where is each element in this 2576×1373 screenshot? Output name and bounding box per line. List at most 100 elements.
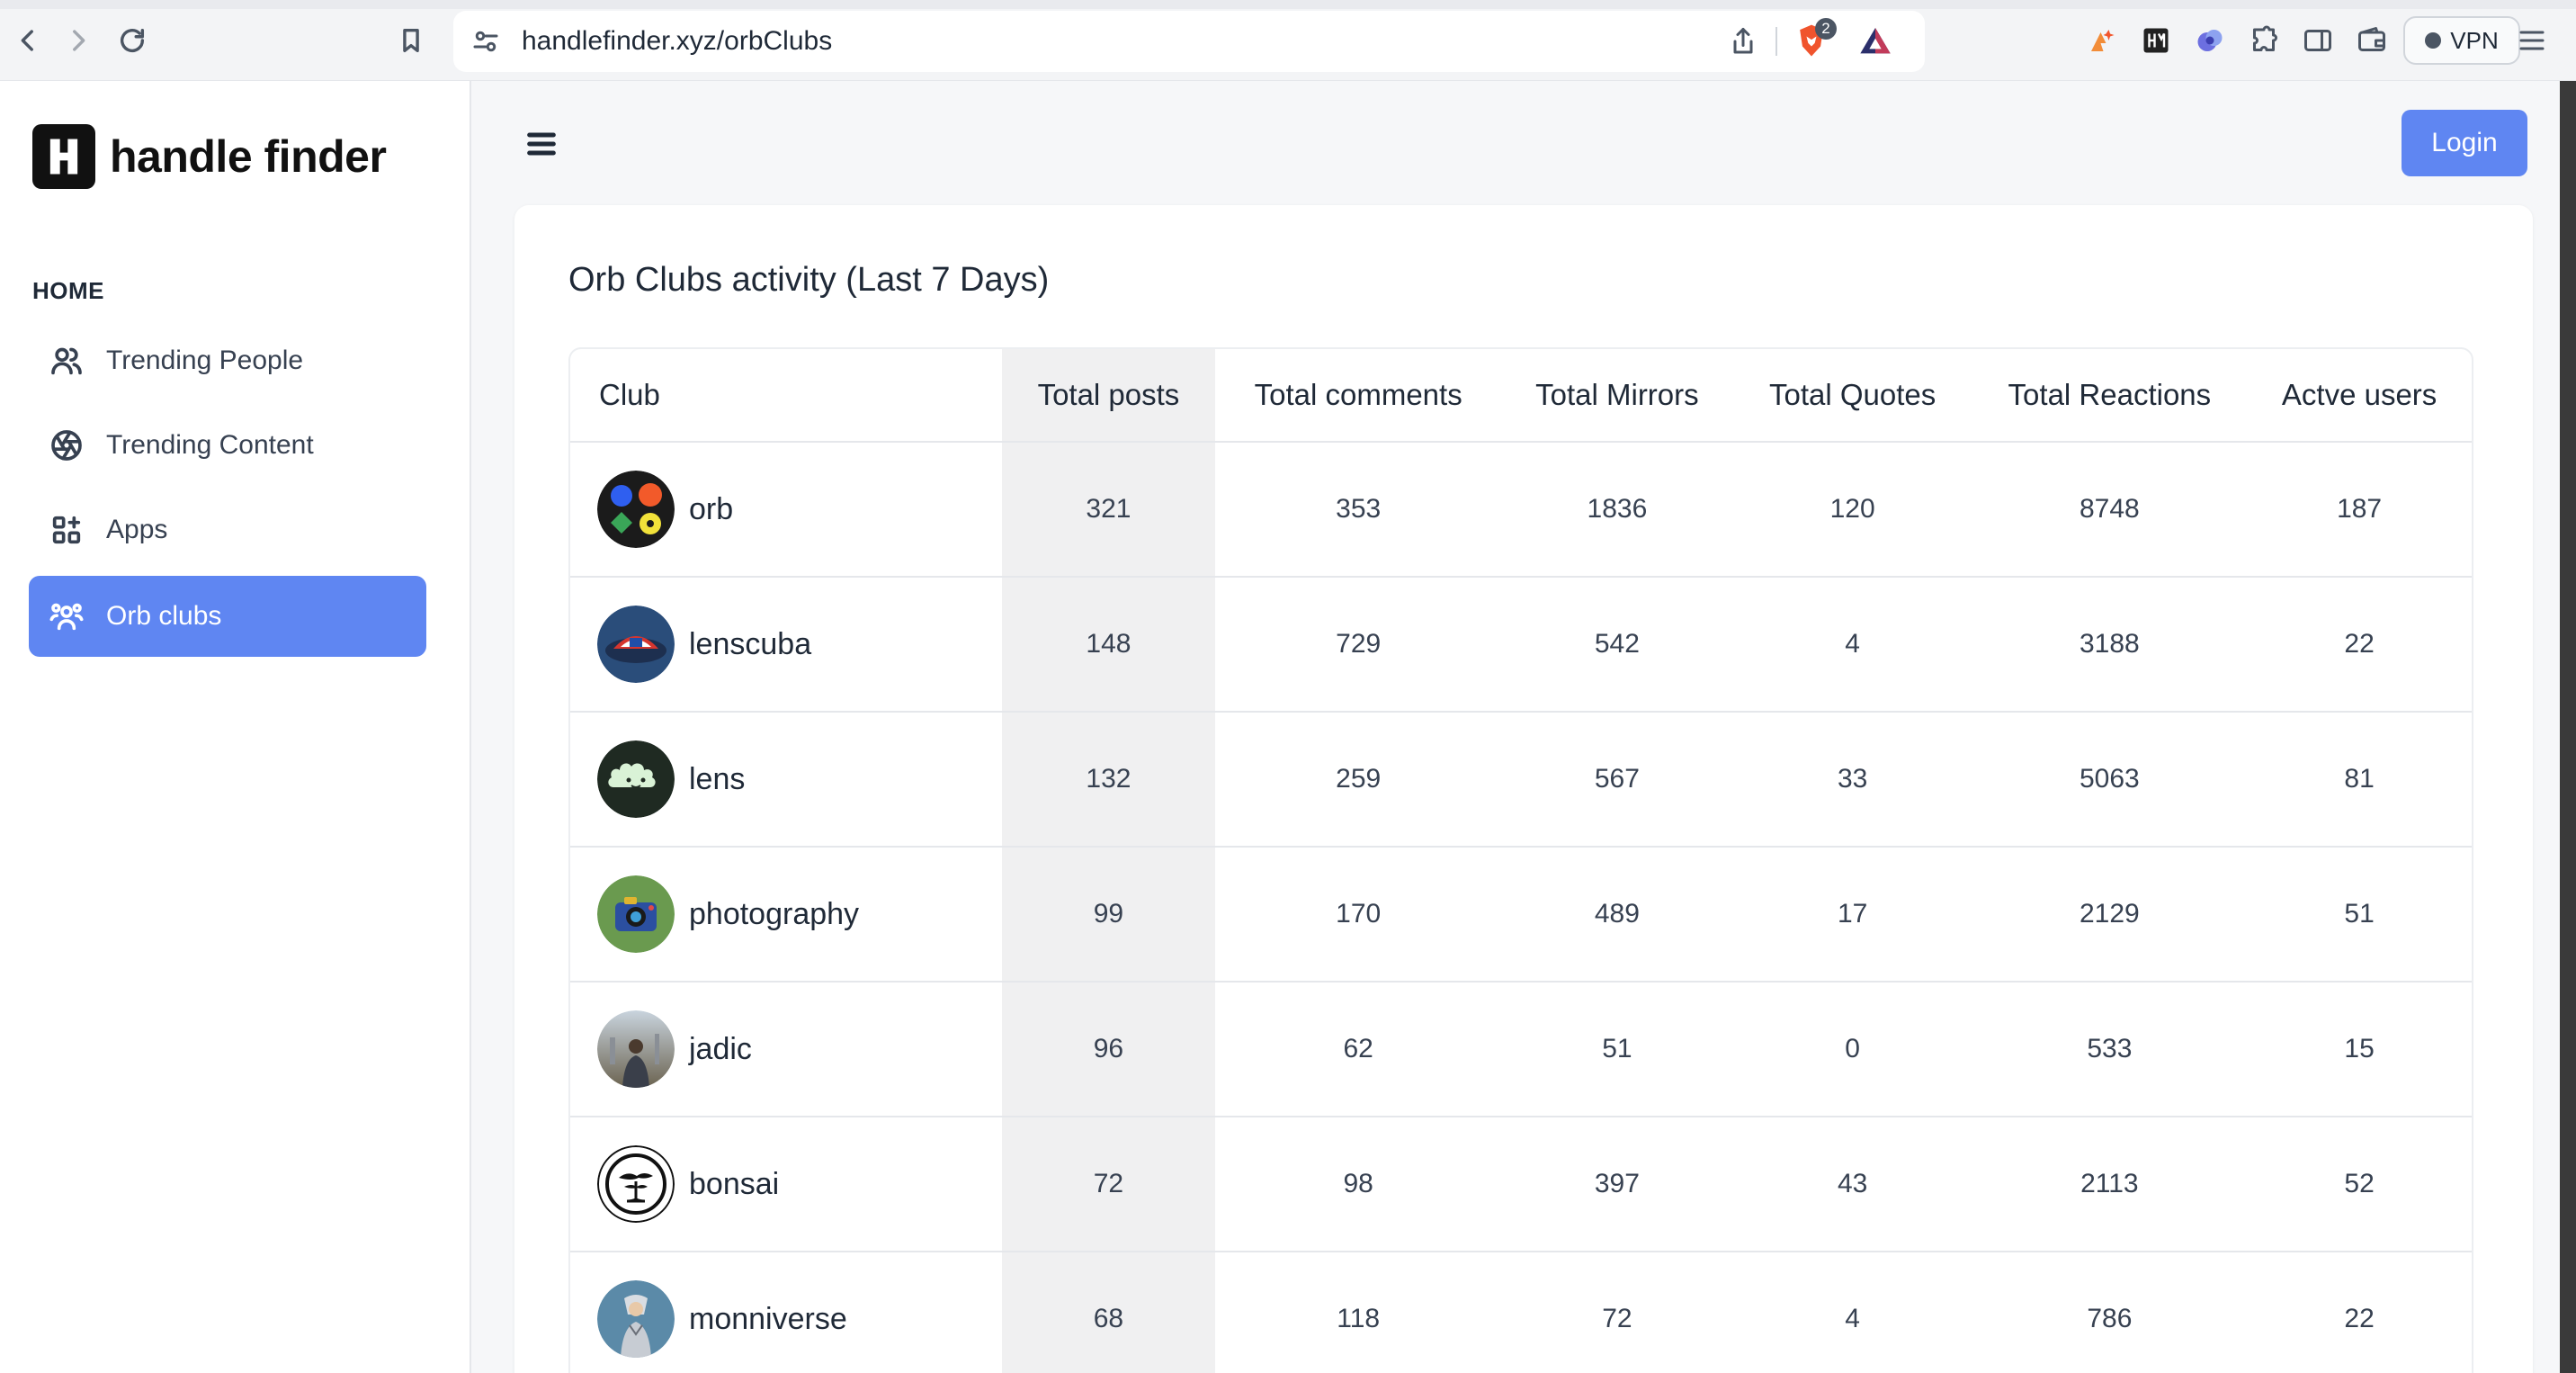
active-users-cell: 81 xyxy=(2344,764,2375,794)
extension-wallet-button[interactable] xyxy=(2083,22,2121,59)
club-cell[interactable]: lenscuba xyxy=(570,578,1002,711)
logo[interactable]: handle finder xyxy=(32,124,387,189)
table-row[interactable]: jadic 96 62 51 0 533 15 xyxy=(570,983,2472,1117)
total-mirrors-cell: 51 xyxy=(1602,1034,1632,1063)
column-header-total-mirrors[interactable]: Total Mirrors xyxy=(1535,378,1699,411)
site-settings-icon[interactable] xyxy=(470,25,502,58)
table-row[interactable]: lens 132 259 567 33 5063 81 xyxy=(570,713,2472,848)
puzzle-icon xyxy=(2253,25,2277,51)
club-name[interactable]: bonsai xyxy=(689,1166,780,1201)
club-cell[interactable]: jadic xyxy=(570,983,1002,1116)
club-cell[interactable]: monniverse xyxy=(570,1252,1002,1373)
hamburger-icon xyxy=(527,132,556,156)
club-cell[interactable]: photography xyxy=(570,848,1002,981)
column-header-total-posts[interactable]: Total posts xyxy=(1001,349,1216,441)
active-users-cell: 22 xyxy=(2344,1304,2375,1333)
club-avatar-monniverse xyxy=(597,1280,675,1358)
table-row[interactable]: bonsai 72 98 397 43 2113 52 xyxy=(570,1117,2472,1252)
club-avatar-lenscuba xyxy=(597,606,675,683)
back-button[interactable] xyxy=(7,20,49,61)
wallet-button[interactable] xyxy=(2353,22,2391,59)
login-button[interactable]: Login xyxy=(2402,110,2527,176)
vpn-status-icon xyxy=(2425,32,2442,49)
url-text[interactable]: handlefinder.xyz/orbClubs xyxy=(522,26,833,56)
column-header-total-comments[interactable]: Total comments xyxy=(1254,378,1462,411)
sidebar-item-apps[interactable]: Apps xyxy=(29,489,426,570)
table-row[interactable]: photography 99 170 489 17 2129 51 xyxy=(570,848,2472,983)
table-row[interactable]: orb 321 353 1836 120 8748 187 xyxy=(570,443,2472,578)
brave-rewards-icon[interactable] xyxy=(1856,23,1894,59)
column-header-active-users[interactable]: Actve users xyxy=(2281,378,2437,411)
sidebar-item-label: Trending Content xyxy=(106,430,314,460)
active-users-cell: 15 xyxy=(2344,1034,2375,1063)
total-quotes-cell: 43 xyxy=(1837,1169,1868,1198)
apps-grid-icon xyxy=(52,516,81,544)
menu-icon xyxy=(2519,31,2545,50)
vpn-label: VPN xyxy=(2450,26,2499,54)
nav-section-heading: HOME xyxy=(32,277,104,304)
menu-toggle-button[interactable] xyxy=(523,126,559,162)
club-cell[interactable]: lens xyxy=(570,713,1002,846)
club-name[interactable]: orb xyxy=(689,491,734,526)
total-comments-cell: 118 xyxy=(1337,1304,1381,1333)
main-content: Login Orb Clubs activity (Last 7 Days) C… xyxy=(471,81,2576,1373)
table-header: Club Total posts Total comments Total Mi… xyxy=(570,349,2472,443)
share-icon[interactable] xyxy=(1727,25,1759,58)
total-posts-cell: 148 xyxy=(1001,578,1216,711)
total-comments-cell: 62 xyxy=(1343,1034,1373,1063)
chevron-right-icon xyxy=(73,30,85,51)
vpn-button[interactable]: VPN xyxy=(2403,16,2520,65)
total-mirrors-cell: 397 xyxy=(1594,1169,1640,1198)
total-quotes-cell: 0 xyxy=(1845,1034,1860,1063)
users-icon xyxy=(51,347,82,375)
total-reactions-cell: 786 xyxy=(2087,1304,2133,1333)
logo-mark xyxy=(32,124,95,189)
club-avatar-orb xyxy=(597,471,675,548)
total-quotes-cell: 120 xyxy=(1829,494,1875,524)
club-avatar-bonsai xyxy=(597,1145,675,1223)
chevron-left-icon xyxy=(21,30,33,51)
bookmark-button[interactable] xyxy=(390,20,432,61)
sidebar-item-trending-people[interactable]: Trending People xyxy=(29,320,426,401)
sidebar: handle finder HOME Trending People Trend… xyxy=(0,81,471,1373)
total-comments-cell: 353 xyxy=(1336,494,1382,524)
total-quotes-cell: 33 xyxy=(1837,764,1868,794)
total-posts-cell: 68 xyxy=(1001,1252,1216,1373)
browser-toolbar: handlefinder.xyz/orbClubs 2 VPN xyxy=(0,0,2576,81)
club-name[interactable]: monniverse xyxy=(689,1301,847,1336)
sidebar-toggle-button[interactable] xyxy=(2299,22,2337,59)
forward-button[interactable] xyxy=(58,20,99,61)
club-name[interactable]: lenscuba xyxy=(689,626,812,661)
extensions-button[interactable] xyxy=(2245,22,2283,59)
club-cell[interactable]: orb xyxy=(570,443,1002,576)
reload-button[interactable] xyxy=(112,20,153,61)
column-header-total-reactions[interactable]: Total Reactions xyxy=(2008,378,2212,411)
total-posts-cell: 72 xyxy=(1001,1117,1216,1251)
browser-menu-button[interactable] xyxy=(2513,22,2551,59)
club-avatar-jadic xyxy=(597,1010,675,1088)
total-quotes-cell: 4 xyxy=(1845,629,1860,659)
clubs-table: Club Total posts Total comments Total Mi… xyxy=(568,347,2473,1373)
sidebar-item-label: Trending People xyxy=(106,345,304,375)
table-row[interactable]: monniverse 68 118 72 4 786 22 xyxy=(570,1252,2472,1373)
logo-text: handle finder xyxy=(110,131,387,182)
table-row[interactable]: lenscuba 148 729 542 4 3188 22 xyxy=(570,578,2472,713)
sidebar-item-trending-content[interactable]: Trending Content xyxy=(29,405,426,486)
club-cell[interactable]: bonsai xyxy=(570,1117,1002,1251)
club-name[interactable]: lens xyxy=(689,761,746,796)
active-users-cell: 52 xyxy=(2344,1169,2375,1198)
logo-h-icon xyxy=(49,139,78,175)
column-header-total-quotes[interactable]: Total Quotes xyxy=(1769,378,1936,411)
page-title: Orb Clubs activity (Last 7 Days) xyxy=(568,261,1050,299)
club-name[interactable]: jadic xyxy=(689,1031,752,1066)
club-avatar-lens xyxy=(597,740,675,818)
address-bar[interactable]: handlefinder.xyz/orbClubs 2 xyxy=(453,11,1925,72)
sidebar-item-orb-clubs[interactable]: Orb clubs xyxy=(29,576,426,657)
club-name[interactable]: photography xyxy=(689,896,860,931)
extension-blob-button[interactable] xyxy=(2191,22,2229,59)
total-posts-cell: 96 xyxy=(1001,983,1216,1116)
column-header-club[interactable]: Club xyxy=(599,378,660,411)
total-posts-cell: 99 xyxy=(1001,848,1216,981)
total-quotes-cell: 4 xyxy=(1845,1304,1860,1333)
extension-hm-button[interactable] xyxy=(2137,22,2175,59)
